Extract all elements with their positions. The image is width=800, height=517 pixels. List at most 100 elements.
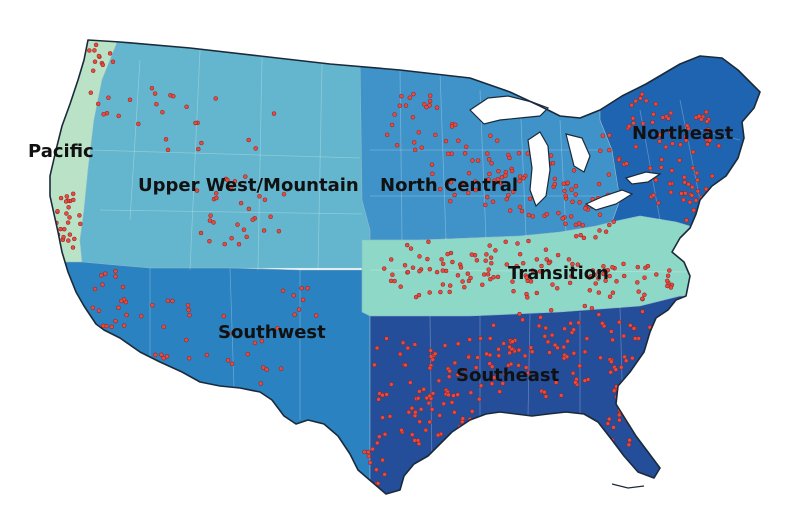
data-point <box>403 103 409 108</box>
data-point <box>440 268 446 273</box>
data-point <box>621 261 626 267</box>
data-point <box>682 180 687 185</box>
data-point <box>485 151 490 156</box>
data-point <box>633 98 638 104</box>
data-point <box>429 162 435 167</box>
data-point <box>530 268 535 273</box>
data-point <box>477 396 482 402</box>
data-point <box>573 233 579 239</box>
data-point <box>609 359 614 364</box>
data-point <box>648 370 654 376</box>
data-point <box>410 265 416 270</box>
data-point <box>71 197 76 203</box>
data-point <box>690 165 696 171</box>
data-point <box>506 193 511 198</box>
data-point <box>481 272 487 277</box>
data-point <box>517 311 522 317</box>
data-point <box>375 481 381 486</box>
data-point <box>520 317 525 323</box>
data-point <box>668 130 674 136</box>
data-point <box>628 323 633 328</box>
data-point <box>685 123 690 128</box>
data-point <box>88 90 94 95</box>
data-point <box>139 313 144 319</box>
data-point <box>184 337 189 343</box>
data-point <box>384 336 389 341</box>
data-point <box>198 230 204 236</box>
data-point <box>667 268 672 273</box>
data-point <box>497 389 502 394</box>
data-point <box>445 251 450 257</box>
data-point <box>576 320 581 325</box>
data-point <box>207 238 212 244</box>
data-point <box>503 173 508 178</box>
data-point <box>555 252 561 258</box>
data-point <box>507 350 512 356</box>
label-southwest: Southwest <box>218 322 326 343</box>
data-point <box>489 364 495 369</box>
data-point <box>562 326 567 331</box>
data-point <box>668 110 674 116</box>
data-point <box>442 343 448 348</box>
data-point <box>187 312 192 318</box>
data-point <box>693 227 698 232</box>
data-point <box>466 354 471 360</box>
data-point <box>459 431 465 436</box>
data-point <box>610 337 615 343</box>
data-point <box>417 389 422 394</box>
data-point <box>296 307 302 312</box>
data-point <box>159 352 164 358</box>
data-point <box>211 220 216 225</box>
data-point <box>488 276 493 282</box>
data-point <box>642 362 647 367</box>
data-point <box>77 213 82 218</box>
data-point <box>417 268 422 274</box>
data-point <box>617 412 622 418</box>
data-point <box>495 274 501 280</box>
data-point <box>596 276 601 281</box>
data-point <box>120 284 126 290</box>
data-point <box>517 178 522 184</box>
data-point <box>517 251 523 257</box>
data-point <box>362 449 367 455</box>
data-point <box>424 395 429 401</box>
data-point <box>418 407 424 412</box>
data-point <box>526 370 531 376</box>
data-point <box>566 257 572 262</box>
data-point <box>654 272 659 277</box>
data-point <box>150 302 155 308</box>
data-point <box>552 181 558 187</box>
data-point <box>596 181 602 187</box>
data-point <box>110 59 116 65</box>
data-point <box>460 180 466 186</box>
data-point <box>582 349 588 355</box>
data-point <box>707 200 712 206</box>
data-point <box>213 96 218 101</box>
data-point <box>232 179 238 184</box>
data-point <box>64 211 69 216</box>
data-point <box>473 179 478 184</box>
data-point <box>690 149 696 155</box>
data-point <box>153 352 158 358</box>
data-point <box>656 200 661 206</box>
great-lakes <box>469 95 662 211</box>
data-point <box>573 380 578 385</box>
data-point <box>184 104 189 110</box>
data-point <box>592 272 597 278</box>
data-point <box>452 360 458 366</box>
data-point <box>426 400 432 406</box>
data-point <box>657 365 663 370</box>
data-point <box>468 390 474 395</box>
data-point <box>382 432 388 437</box>
data-point <box>495 177 501 182</box>
data-point <box>407 95 413 100</box>
data-point <box>488 255 494 260</box>
data-point <box>511 288 516 294</box>
data-point <box>275 325 280 331</box>
data-point <box>430 171 435 177</box>
data-point <box>300 297 306 303</box>
data-point <box>550 160 556 166</box>
data-point <box>621 273 627 279</box>
data-point <box>607 294 613 299</box>
